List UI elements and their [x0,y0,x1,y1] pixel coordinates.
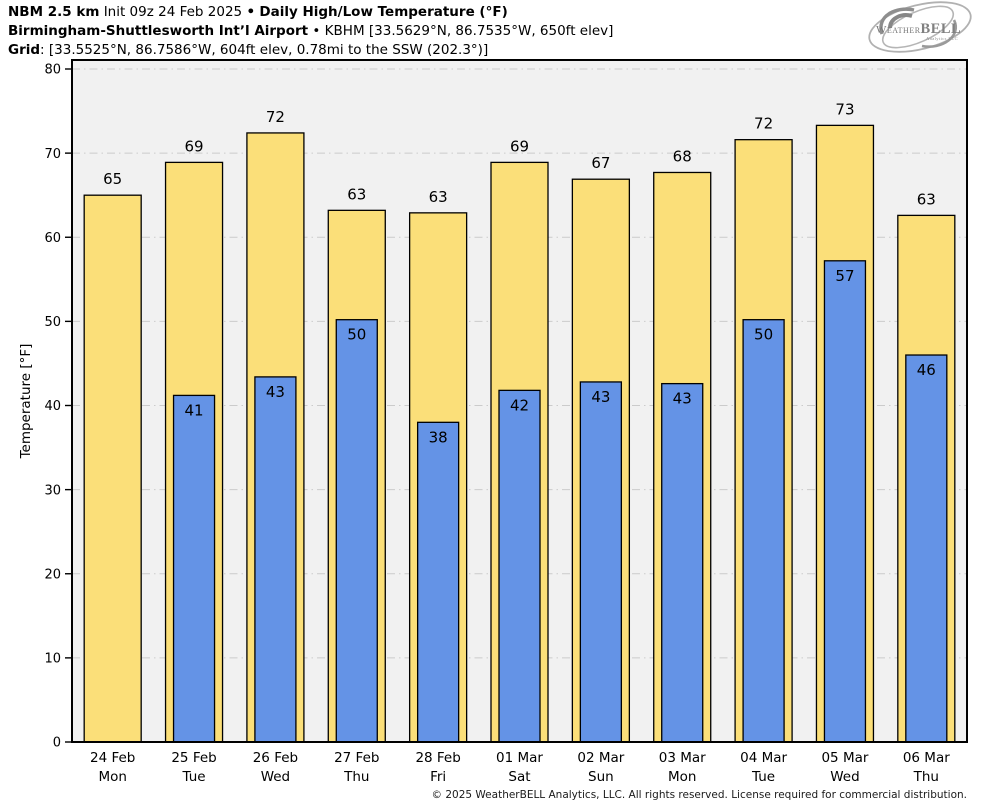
station-details: KBHM [33.5629°N, 86.7535°W, 650ft elev] [324,23,614,39]
x-tick-label-date: 24 Feb [90,750,135,766]
logo-weather-text: Weather [876,24,921,36]
title-line-3: Grid: [33.5525°N, 86.7586°W, 604ft elev,… [8,41,613,60]
bar-high-label: 63 [347,185,366,203]
x-tick-label-day: Wed [261,769,290,785]
bar-high-label: 73 [835,100,854,118]
x-tick-label-date: 28 Feb [415,750,460,766]
bar-low-label: 43 [673,390,692,408]
bar-low [661,382,704,743]
separator-bullet: • [246,4,256,20]
bar-low [335,319,378,743]
title-line-2: Birmingham-Shuttlesworth Intʼl Airport •… [8,22,613,41]
y-tick-label: 0 [53,736,61,751]
y-tick-label: 30 [44,483,61,498]
x-tick-label-day: Tue [182,769,206,785]
separator-bullet: • [312,23,321,39]
x-tick-label-day: Tue [751,769,775,785]
bar-low [905,354,948,743]
bar-low [498,389,541,743]
y-axis-title: Temperature [°F] [18,344,34,460]
bar-low [823,260,867,743]
bar-low-label: 41 [184,401,203,419]
bar-low-label: 46 [917,361,936,379]
bar-low-label: 43 [591,388,610,406]
bar-low-label: 38 [429,428,448,446]
bar-high-label: 63 [917,190,936,208]
y-tick-label: 40 [44,399,61,414]
bar-high-label: 72 [754,115,773,133]
title-line-1: NBM 2.5 km Init 09z 24 Feb 2025 • Daily … [8,3,613,22]
grid-label: Grid [8,42,41,58]
bar-low-label: 50 [754,326,773,344]
station-name: Birmingham-Shuttlesworth Intʼl Airport [8,23,309,39]
y-tick-label: 10 [44,652,61,667]
bar-high [83,194,142,743]
x-tick-label-date: 04 Mar [740,750,787,766]
x-tick-label-date: 03 Mar [659,750,706,766]
x-tick-label-date: 01 Mar [496,750,543,766]
x-tick-label-day: Mon [98,769,126,785]
hurricane-swirl-icon: WeatherBELL Analytics LLC [868,1,972,53]
grid-details: : [33.5525°N, 86.7586°W, 604ft elev, 0.7… [40,42,489,58]
x-tick-label-date: 26 Feb [253,750,298,766]
model-name: NBM 2.5 km [8,4,100,20]
y-tick-label: 20 [44,567,61,582]
bar-low [254,376,297,743]
chart-header: NBM 2.5 km Init 09z 24 Feb 2025 • Daily … [8,3,613,60]
y-tick-label: 60 [44,231,61,246]
x-tick-label-day: Sat [508,769,530,785]
logo-wordmark: WeatherBELL [876,21,961,37]
bar-low [579,381,623,743]
bar-low-label: 50 [347,326,366,344]
y-tick-label: 80 [44,63,61,78]
x-tick-label-day: Fri [430,769,446,785]
bar-high-label: 69 [184,137,203,155]
logo-bell-text: BELL [921,21,962,37]
bar-high-label: 65 [103,170,122,188]
init-time: Init 09z 24 Feb 2025 [103,4,243,20]
bar-high-label: 68 [673,147,692,165]
bar-low [416,421,460,743]
weatherbell-logo: WeatherBELL Analytics LLC [830,0,978,56]
x-tick-label-day: Thu [913,769,939,785]
logo-subtitle-text: Analytics LLC [926,36,958,41]
bar-low-label: 57 [835,267,854,285]
x-tick-label-day: Thu [343,769,369,785]
bar-low-label: 42 [510,396,529,414]
bar-low-label: 43 [266,383,285,401]
x-tick-label-day: Sun [588,769,614,785]
bar-high-label: 72 [266,108,285,126]
bar-high-label: 63 [429,188,448,206]
x-tick-label-day: Mon [668,769,696,785]
x-tick-label-date: 06 Mar [903,750,950,766]
bar-high-label: 69 [510,137,529,155]
x-tick-label-date: 02 Mar [577,750,624,766]
bar-low [172,394,216,743]
y-tick-label: 70 [44,147,61,162]
x-tick-label-date: 05 Mar [821,750,868,766]
copyright-footer: © 2025 WeatherBELL Analytics, LLC. All r… [431,789,967,801]
x-tick-label-date: 25 Feb [171,750,216,766]
x-tick-label-day: Wed [830,769,859,785]
plot-border [71,59,968,743]
y-tick-label: 50 [44,315,61,330]
product-title: Daily High/Low Temperature (°F) [259,4,508,20]
bar-low [742,319,785,743]
bar-high-label: 67 [591,154,610,172]
x-tick-label-date: 27 Feb [334,750,379,766]
